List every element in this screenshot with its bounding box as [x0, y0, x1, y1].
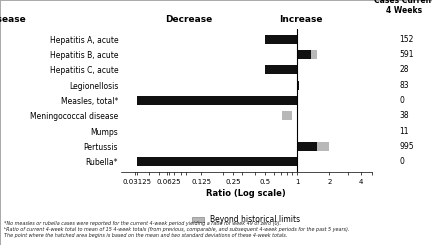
Text: 591: 591: [399, 50, 413, 59]
Bar: [282, 111, 292, 120]
Bar: [137, 96, 297, 105]
Bar: [297, 81, 299, 90]
Legend: Beyond historical limits: Beyond historical limits: [192, 215, 300, 224]
Text: 38: 38: [399, 111, 409, 120]
Text: *No measles or rubella cases were reported for the current 4-week period yieldin: *No measles or rubella cases were report…: [4, 221, 349, 238]
Bar: [137, 157, 297, 166]
Text: 995: 995: [399, 142, 414, 151]
Text: 11: 11: [399, 126, 409, 135]
X-axis label: Ratio (Log scale): Ratio (Log scale): [206, 189, 286, 198]
Bar: [265, 65, 297, 74]
Bar: [318, 142, 329, 151]
Bar: [311, 50, 318, 59]
Bar: [297, 50, 311, 59]
Text: 83: 83: [399, 81, 409, 90]
Text: 0: 0: [399, 96, 404, 105]
Bar: [297, 142, 318, 151]
Text: 0: 0: [399, 157, 404, 166]
Bar: [265, 35, 297, 44]
Text: Decrease: Decrease: [165, 15, 212, 24]
Text: Increase: Increase: [280, 15, 323, 24]
Text: Disease: Disease: [0, 15, 25, 24]
Text: 28: 28: [399, 65, 409, 74]
Text: 152: 152: [399, 35, 413, 44]
Text: Cases Current
4 Weeks: Cases Current 4 Weeks: [374, 0, 432, 15]
